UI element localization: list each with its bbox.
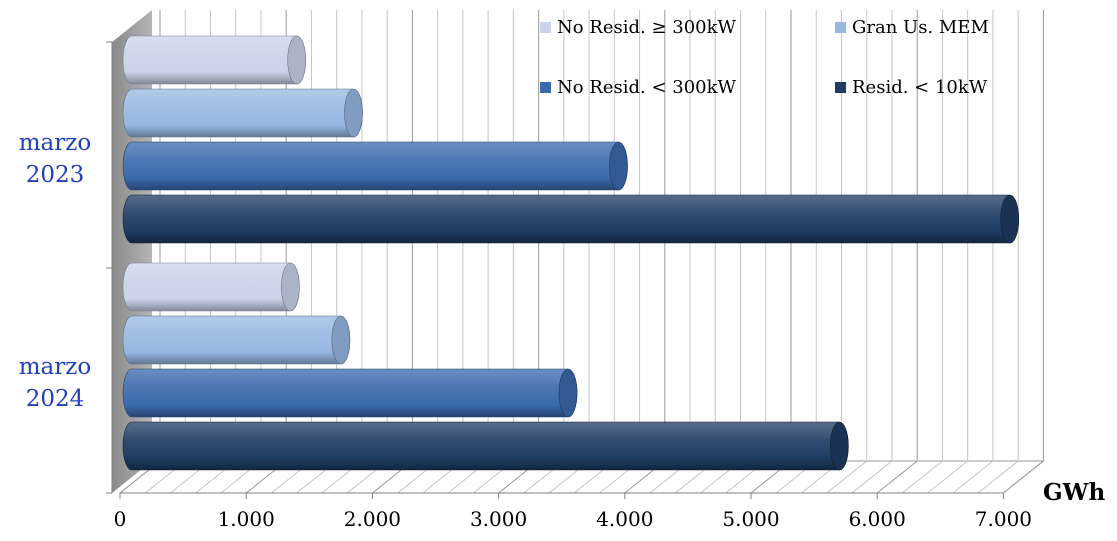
legend-swatch: [835, 82, 846, 93]
legend-label: No Resid. ≥ 300kW: [557, 17, 737, 38]
x-tick-label: 5.000: [722, 507, 779, 531]
bar-cap: [609, 141, 628, 191]
category-label-line: marzo: [19, 354, 91, 380]
legend-label: Gran Us. MEM: [852, 17, 989, 38]
category-label-line: 2023: [26, 162, 85, 188]
bar: [122, 88, 363, 138]
floor-minor-gridline: [977, 460, 1019, 494]
bar: [122, 421, 849, 471]
x-tick-label: 7.000: [975, 507, 1032, 531]
bar-body: [122, 35, 306, 85]
category-label: marzo 2023: [19, 130, 91, 188]
floor-minor-gridline: [826, 460, 868, 494]
bar: [122, 315, 351, 365]
bar-cap: [830, 421, 849, 471]
legend-item: No Resid. ≥ 300kW: [540, 17, 737, 38]
legend: No Resid. ≥ 300kW Gran Us. MEM No Resid. <…: [540, 17, 989, 98]
bar-cap: [558, 368, 578, 418]
legend-label: Resid. < 10kW: [852, 77, 988, 98]
x-tick-label: 1.000: [218, 507, 275, 531]
bar-body: [122, 421, 849, 471]
bar-body: [122, 315, 351, 365]
bar: [122, 262, 300, 312]
bar-body: [122, 88, 363, 138]
floor-minor-gridline: [851, 460, 893, 494]
category-label: marzo 2024: [19, 354, 91, 412]
legend-label: No Resid. < 300kW: [557, 77, 737, 98]
x-tick-label: 3.000: [470, 507, 527, 531]
floor-gridline: [1003, 460, 1044, 494]
axes: [106, 41, 1004, 499]
bar-body: [122, 141, 628, 191]
legend-swatch: [835, 22, 846, 33]
bar: [122, 35, 306, 85]
category-labels: marzo 2023 marzo 2024: [19, 130, 91, 412]
x-tick-labels: 0 1.000 2.000 3.000 4.000 5.000 6.000 7.000: [114, 507, 1032, 531]
legend-item: Gran Us. MEM: [835, 17, 989, 38]
x-tick-label: 0: [114, 507, 127, 531]
bar-cap: [281, 262, 300, 312]
bar: [122, 194, 1020, 244]
x-axis-unit-label: GWh: [1043, 479, 1105, 506]
floor-gridline: [876, 460, 918, 494]
floor-minor-gridline: [952, 460, 994, 494]
bar-body: [122, 194, 1019, 244]
legend-item: Resid. < 10kW: [835, 77, 988, 98]
bar-body: [122, 368, 578, 418]
bars: [122, 35, 1020, 471]
bar: [122, 368, 578, 418]
floor-minor-gridline: [902, 460, 943, 494]
legend-swatch: [540, 22, 551, 33]
legend-item: No Resid. < 300kW: [540, 77, 737, 98]
bar-cap: [344, 88, 363, 138]
bar-cap: [331, 315, 351, 365]
category-label-line: 2024: [26, 386, 85, 412]
legend-swatch: [540, 82, 551, 93]
bar-cap: [1000, 194, 1020, 244]
category-label-line: marzo: [19, 130, 91, 156]
bar-body: [122, 262, 300, 312]
bar: [122, 141, 628, 191]
x-tick-label: 2.000: [344, 507, 401, 531]
x-tick-label: 6.000: [849, 507, 906, 531]
bar-cap: [287, 35, 306, 85]
x-tick-label: 4.000: [596, 507, 653, 531]
floor-minor-gridline: [927, 460, 968, 494]
